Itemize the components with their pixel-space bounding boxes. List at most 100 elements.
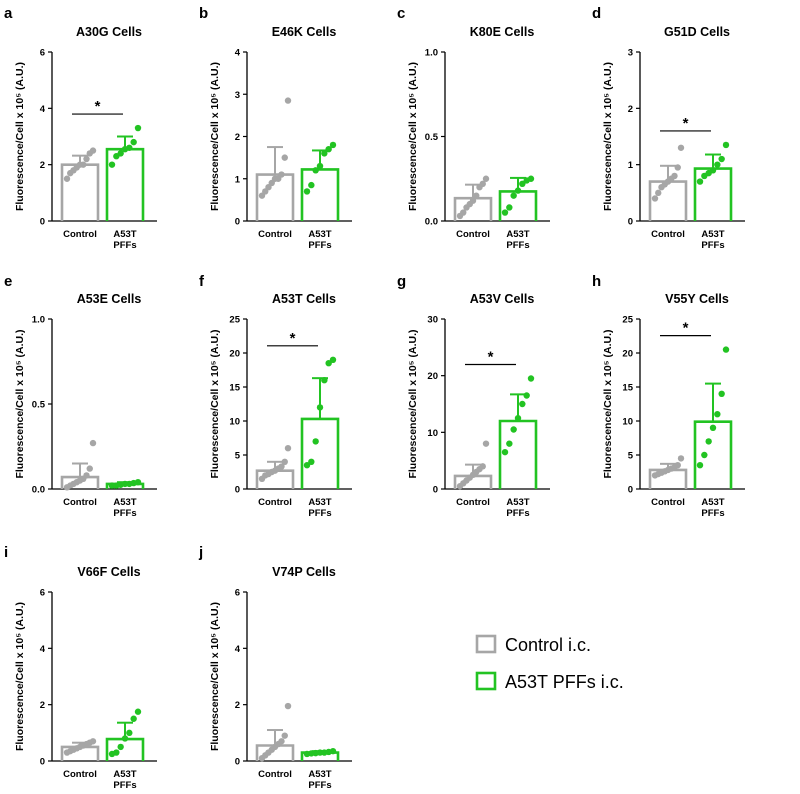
data-point — [312, 438, 319, 445]
data-point — [281, 458, 288, 465]
category-label: Control — [258, 229, 292, 240]
data-point — [303, 188, 311, 195]
data-point — [709, 167, 717, 174]
y-tick-label: 0 — [40, 757, 45, 768]
data-point — [126, 144, 133, 151]
panel-i: i V66F Cells Fluorescence/Cell x 10⁵ (A.U.… — [4, 544, 157, 791]
data-point — [329, 141, 337, 149]
data-point — [696, 178, 704, 185]
significance-star: * — [488, 349, 494, 366]
panel-title: V55Y Cells — [665, 292, 729, 306]
data-point — [506, 204, 513, 211]
y-tick-label: 0 — [628, 217, 633, 228]
data-point — [80, 161, 87, 168]
panel-f: f A53T Cells Fluorescence/Cell x 10⁵ (A.U.… — [199, 273, 352, 519]
y-axis-label: Fluorescence/Cell x 10⁵ (A.U.) — [14, 329, 26, 478]
data-point — [321, 150, 328, 157]
panel-title: V74P Cells — [272, 565, 336, 579]
data-point — [325, 145, 332, 153]
data-point — [308, 181, 315, 189]
panel-label: d — [592, 5, 601, 22]
panel-label: h — [592, 273, 601, 290]
bar-a53t-pffs — [693, 420, 733, 489]
data-point — [316, 404, 324, 411]
data-point — [696, 462, 704, 469]
data-point — [117, 150, 124, 157]
panel-label: b — [199, 5, 208, 22]
data-point — [278, 738, 285, 745]
y-tick-label: 0.5 — [32, 400, 46, 411]
data-point — [312, 167, 319, 174]
y-tick-label: 1.0 — [425, 48, 438, 59]
y-tick-label: 0.5 — [425, 132, 439, 143]
panel-title: G51D Cells — [664, 25, 730, 39]
data-point — [469, 197, 477, 204]
data-point — [329, 356, 337, 363]
data-point — [674, 462, 681, 469]
panel-d: d G51D Cells Fluorescence/Cell x 10⁵ (A.U.… — [592, 5, 745, 251]
category-label: Control — [651, 497, 685, 508]
category-label: Control — [63, 229, 97, 240]
data-point — [671, 172, 678, 180]
y-tick-label: 0 — [235, 485, 240, 496]
y-tick-label: 6 — [235, 588, 240, 599]
bar-a53t-pffs — [300, 417, 340, 489]
data-point — [83, 472, 90, 479]
panel-label: i — [4, 544, 8, 561]
y-tick-label: 0 — [235, 217, 240, 228]
data-point — [130, 138, 137, 146]
data-point — [284, 702, 292, 710]
category-label: A53T PFFs — [113, 497, 136, 519]
y-tick-label: 15 — [229, 383, 240, 394]
data-point — [674, 164, 681, 171]
y-tick-label: 25 — [229, 315, 240, 326]
category-label: Control — [456, 497, 490, 508]
significance-star: * — [95, 98, 101, 115]
data-point — [714, 411, 721, 418]
data-point — [134, 708, 142, 715]
y-tick-label: 4 — [235, 48, 241, 59]
data-point — [501, 209, 509, 216]
significance-star: * — [683, 115, 689, 132]
data-point — [510, 192, 517, 199]
data-point — [651, 195, 659, 202]
data-point — [89, 439, 97, 447]
y-tick-label: 1.0 — [32, 315, 45, 326]
y-tick-label: 20 — [427, 371, 438, 382]
panel-label: j — [198, 544, 203, 561]
panel-label: g — [397, 273, 406, 290]
category-label: A53T PFFs — [308, 769, 331, 791]
y-tick-label: 15 — [622, 383, 633, 394]
panel-label: c — [397, 5, 405, 22]
y-tick-label: 0 — [628, 485, 633, 496]
y-tick-label: 0.0 — [425, 217, 438, 228]
data-point — [308, 458, 315, 465]
y-tick-label: 25 — [622, 315, 633, 326]
y-tick-label: 1 — [235, 174, 241, 185]
data-point — [677, 144, 685, 151]
data-point — [479, 463, 486, 470]
y-tick-label: 2 — [40, 700, 45, 711]
y-tick-label: 0 — [235, 757, 240, 768]
category-label: Control — [651, 229, 685, 240]
category-label: A53T PFFs — [113, 769, 136, 791]
data-point — [482, 440, 490, 447]
category-label: Control — [258, 769, 292, 780]
y-tick-label: 2 — [235, 132, 240, 143]
panel-c: c K80E Cells Fluorescence/Cell x 10⁵ (A.U.… — [397, 5, 550, 251]
data-point — [722, 141, 730, 149]
y-tick-label: 4 — [235, 644, 241, 655]
y-tick-label: 4 — [40, 644, 46, 655]
y-tick-label: 30 — [427, 315, 438, 326]
y-tick-label: 10 — [622, 417, 633, 428]
data-point — [113, 749, 120, 756]
data-point — [460, 209, 467, 216]
data-point — [321, 377, 328, 384]
data-point — [281, 154, 288, 161]
data-point — [677, 455, 685, 462]
data-point — [117, 743, 124, 751]
data-point — [523, 392, 530, 399]
data-point — [718, 155, 725, 163]
data-point — [89, 147, 97, 154]
